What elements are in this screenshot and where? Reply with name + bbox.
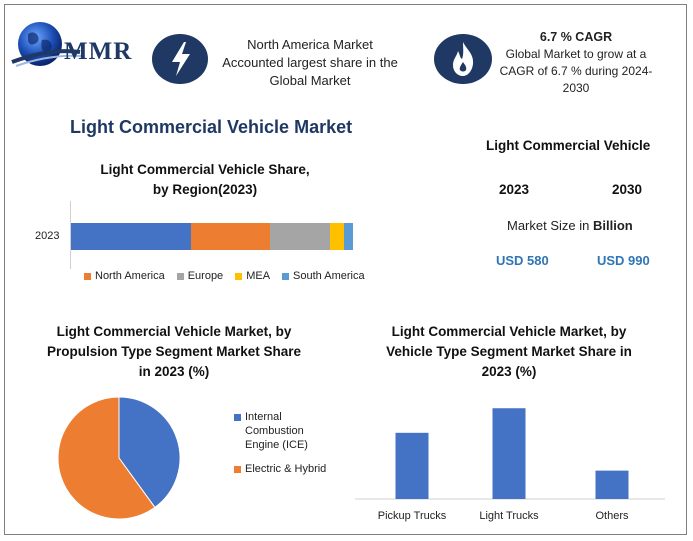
region-bar-segment bbox=[270, 223, 331, 250]
region-legend-label: MEA bbox=[246, 270, 271, 282]
vehicle-type-category-label: Others bbox=[595, 510, 629, 522]
region-legend-swatch bbox=[282, 272, 290, 280]
info1-line1: North America Market bbox=[247, 37, 373, 52]
ev-legend-label: Electric & Hybrid bbox=[245, 463, 327, 475]
region-chart-title-line2: by Region(2023) bbox=[152, 182, 258, 197]
region-share-info: North America Market Accounted largest s… bbox=[214, 36, 406, 90]
propulsion-legend-item-ev: Electric & Hybrid bbox=[234, 462, 334, 476]
region-legend-item: MEA bbox=[235, 270, 270, 282]
market-size-label: Market Size in Billion bbox=[507, 218, 633, 233]
flame-icon bbox=[453, 42, 474, 76]
info1-line3: Global Market bbox=[269, 73, 351, 88]
vehicle-type-bar bbox=[595, 470, 629, 499]
propulsion-chart-title-line1: Light Commercial Vehicle Market, by bbox=[56, 324, 292, 339]
region-bar-segment bbox=[344, 223, 353, 250]
info2-line1: Global Market to grow at a bbox=[505, 47, 647, 61]
region-legend-swatch bbox=[176, 272, 184, 280]
region-chart-axis bbox=[70, 201, 71, 269]
info2-line3: 2030 bbox=[562, 81, 590, 95]
ev-swatch bbox=[234, 466, 241, 473]
propulsion-chart-title-line2: Propulsion Type Segment Market Share bbox=[46, 344, 302, 359]
logo: MMR bbox=[10, 18, 140, 76]
region-bar-segment bbox=[330, 223, 345, 250]
region-legend-label: North America bbox=[95, 270, 165, 282]
vehicle-type-category-label: Light Trucks bbox=[479, 510, 539, 522]
logo-text: MMR bbox=[64, 38, 133, 65]
propulsion-chart-title: Light Commercial Vehicle Market, by Prop… bbox=[38, 322, 310, 382]
region-chart-title: Light Commercial Vehicle Share, by Regio… bbox=[70, 160, 340, 200]
region-chart-title-line1: Light Commercial Vehicle Share, bbox=[100, 162, 310, 177]
main-title: Light Commercial Vehicle Market bbox=[70, 117, 353, 137]
vehicle-type-chart-title: Light Commercial Vehicle Market, by Vehi… bbox=[370, 322, 648, 382]
ice-swatch bbox=[234, 414, 241, 421]
region-legend-label: Europe bbox=[187, 270, 224, 282]
vehicle-type-bar-chart: Pickup Trucks Light Trucks Others bbox=[355, 408, 665, 522]
pie-slice bbox=[57, 396, 156, 520]
info2-line2: CAGR of 6.7 % during 2024- bbox=[499, 64, 653, 78]
vehicle-type-bar bbox=[395, 432, 429, 499]
market-year-1: 2023 bbox=[499, 182, 530, 197]
market-value-2: USD 990 bbox=[597, 253, 650, 268]
region-legend-swatch bbox=[84, 272, 91, 280]
propulsion-pie-chart bbox=[57, 396, 181, 520]
market-value-1: USD 580 bbox=[496, 253, 549, 268]
info1-line2: Accounted largest share in the bbox=[222, 55, 398, 70]
region-legend-item: South America bbox=[282, 270, 365, 282]
vehicle-type-chart-title-line2: Vehicle Type Segment Market Share in bbox=[386, 344, 632, 359]
vehicle-type-category-label: Pickup Trucks bbox=[378, 510, 447, 522]
vehicle-type-chart-title-line3: 2023 (%) bbox=[481, 364, 537, 379]
region-bar-segment bbox=[190, 223, 271, 250]
propulsion-legend: Internal Combustion Engine (ICE) Electri… bbox=[234, 410, 334, 476]
region-chart-legend: North America Europe MEA South America bbox=[84, 270, 377, 282]
cagr-info: 6.7 % CAGR Global Market to grow at a CA… bbox=[496, 29, 656, 97]
bolt-badge bbox=[152, 34, 208, 84]
globe-icon bbox=[11, 22, 83, 67]
region-legend-swatch bbox=[235, 272, 243, 280]
ice-legend-label: Internal Combustion Engine (ICE) bbox=[245, 411, 308, 451]
region-bar-segment bbox=[71, 223, 191, 250]
market-size-label-unit: Billion bbox=[592, 218, 633, 233]
lightning-bolt-icon bbox=[172, 42, 190, 76]
vehicle-type-chart-title-line1: Light Commercial Vehicle Market, by bbox=[391, 324, 627, 339]
propulsion-chart-title-line3: in 2023 (%) bbox=[138, 364, 210, 379]
pie-slice bbox=[118, 396, 181, 509]
market-size-heading: Light Commercial Vehicle bbox=[486, 138, 651, 153]
cagr-title: 6.7 % CAGR bbox=[539, 30, 613, 44]
flame-badge bbox=[434, 34, 492, 84]
propulsion-legend-item-ice: Internal Combustion Engine (ICE) bbox=[234, 410, 334, 452]
region-legend-item: Europe bbox=[176, 270, 224, 282]
market-size-label-prefix: Market Size in bbox=[507, 218, 593, 233]
region-legend-item: North America bbox=[84, 270, 165, 282]
infographic-frame bbox=[4, 4, 687, 535]
market-year-2: 2030 bbox=[612, 182, 643, 197]
vehicle-type-bar bbox=[492, 408, 526, 499]
region-legend-label: South America bbox=[293, 270, 365, 282]
region-stacked-bar bbox=[71, 223, 353, 250]
region-chart-category-label: 2023 bbox=[35, 230, 60, 242]
